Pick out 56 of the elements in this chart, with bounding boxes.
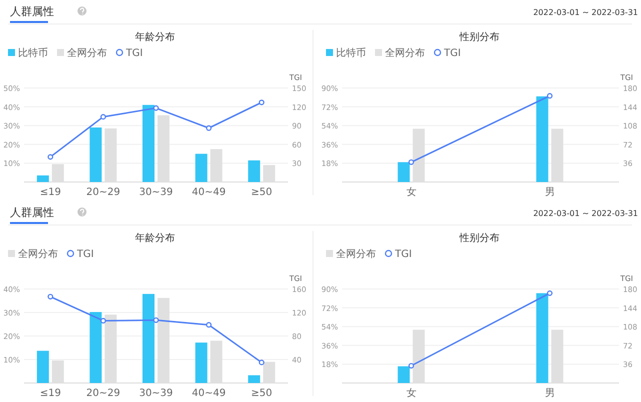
x-tick-label: 20~29 bbox=[86, 388, 120, 399]
chart-title: 性别分布 bbox=[458, 232, 500, 244]
x-tick-label: ≤19 bbox=[40, 388, 61, 399]
bar bbox=[195, 342, 208, 383]
point bbox=[206, 125, 212, 131]
legend-label: TGI bbox=[76, 249, 94, 260]
x-tick-label: ≤19 bbox=[40, 187, 61, 198]
bar bbox=[398, 366, 410, 383]
legend-label: TGI bbox=[394, 249, 412, 260]
x-tick-label: 女 bbox=[406, 186, 416, 198]
chart-title: 年龄分布 bbox=[135, 232, 175, 244]
point bbox=[48, 154, 54, 160]
point bbox=[153, 105, 159, 111]
x-tick-label: 女 bbox=[406, 387, 416, 399]
bar bbox=[36, 175, 49, 182]
x-tick-label: 40~49 bbox=[192, 388, 226, 399]
bar bbox=[248, 375, 260, 383]
point bbox=[258, 360, 264, 366]
bar bbox=[142, 104, 154, 182]
bar bbox=[248, 160, 260, 182]
x-tick-label: 30~39 bbox=[139, 388, 173, 399]
chart-title: 性别分布 bbox=[458, 31, 500, 43]
text: 2022-03-01 ~ 2022-03-31 bbox=[533, 8, 638, 17]
legend-label: 比特币 bbox=[336, 47, 366, 59]
bar bbox=[90, 127, 102, 182]
legend-label: 全网分布 bbox=[18, 248, 58, 260]
text: 人群属性 bbox=[10, 5, 54, 18]
x-tick-label: ≥50 bbox=[251, 388, 272, 399]
bar bbox=[36, 350, 49, 383]
point bbox=[100, 114, 106, 120]
x-tick-label: ≥50 bbox=[251, 187, 272, 198]
bar bbox=[536, 96, 548, 182]
legend-label: 全网分布 bbox=[385, 47, 425, 59]
chart-title: 年龄分布 bbox=[135, 31, 175, 43]
x-tick-label: 20~29 bbox=[86, 187, 120, 198]
text: 人群属性 bbox=[10, 206, 54, 219]
bar bbox=[195, 154, 208, 182]
x-tick-label: 男 bbox=[544, 388, 555, 399]
bar bbox=[142, 294, 154, 383]
bar bbox=[398, 162, 410, 182]
bar bbox=[536, 293, 548, 383]
point bbox=[153, 317, 159, 323]
x-tick-label: 男 bbox=[544, 187, 555, 198]
legend-label: 全网分布 bbox=[336, 248, 376, 260]
legend-label: 全网分布 bbox=[67, 47, 107, 59]
point bbox=[48, 294, 54, 300]
legend-label: TGI bbox=[125, 48, 143, 59]
point bbox=[100, 318, 106, 324]
x-tick-label: 40~49 bbox=[192, 187, 226, 198]
legend-label: 比特币 bbox=[18, 47, 48, 59]
legend-label: TGI bbox=[443, 48, 461, 59]
point bbox=[258, 100, 264, 106]
x-tick-label: 30~39 bbox=[139, 187, 173, 198]
bar bbox=[90, 312, 102, 383]
point bbox=[206, 322, 212, 328]
text: 2022-03-01 ~ 2022-03-31 bbox=[533, 209, 638, 218]
